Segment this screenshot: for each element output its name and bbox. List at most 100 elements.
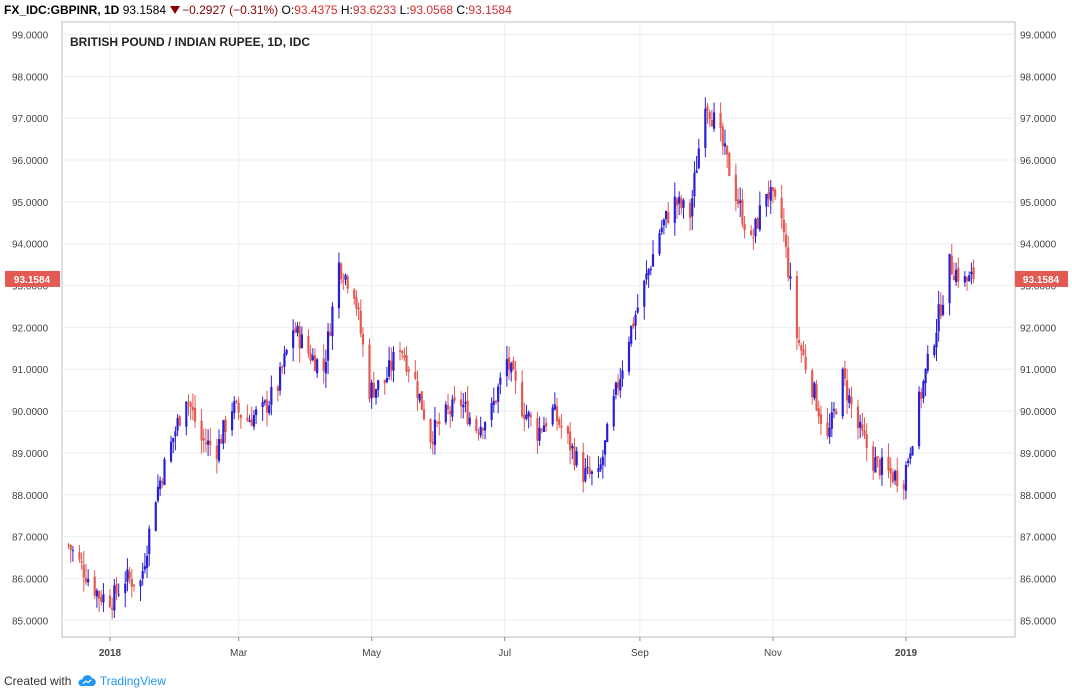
candle-body xyxy=(970,271,973,275)
candle-body xyxy=(235,400,238,402)
candle-body xyxy=(682,200,685,208)
y-tick-left: 94.0000 xyxy=(12,240,49,251)
y-tick-left: 89.0000 xyxy=(12,449,49,460)
candle-body xyxy=(523,414,526,420)
candle-body xyxy=(285,349,288,354)
candle-body xyxy=(169,441,173,462)
open-value: 93.4375 xyxy=(294,3,338,17)
candle-body xyxy=(662,219,665,226)
candle-body xyxy=(719,112,722,129)
candle-body xyxy=(355,297,358,309)
candle-body xyxy=(551,407,554,425)
candle-body xyxy=(433,419,437,446)
candle-body xyxy=(634,314,637,326)
candle-body xyxy=(82,564,85,578)
candle-body xyxy=(521,382,524,417)
candle-body xyxy=(209,440,212,446)
price-change: −0.2927 (−0.31%) xyxy=(182,3,279,17)
candle-body xyxy=(527,412,530,417)
candle-body xyxy=(723,143,727,147)
time-axis[interactable]: 2018 Mar May Jul Sep Nov 2019 xyxy=(99,637,918,659)
candle-body xyxy=(664,211,668,220)
high-label: H: xyxy=(340,3,353,17)
candle-body xyxy=(756,218,759,229)
candle-body xyxy=(540,429,543,431)
candle-body xyxy=(774,189,777,197)
candle-body xyxy=(324,361,327,374)
candle-body xyxy=(494,400,498,403)
candlestick-series xyxy=(67,97,975,620)
candle-body xyxy=(728,153,731,177)
plot-area[interactable] xyxy=(61,21,1016,638)
candle-body xyxy=(538,427,541,441)
candle-body xyxy=(784,234,788,247)
candle-body xyxy=(926,353,929,371)
candle-body xyxy=(294,328,297,333)
candle-body xyxy=(462,404,465,408)
y-tick-left: 96.0000 xyxy=(12,156,49,167)
candle-body xyxy=(307,336,310,354)
candle-body xyxy=(215,445,218,460)
candle-body xyxy=(545,423,548,427)
candle-body xyxy=(575,451,578,466)
candle-body xyxy=(316,359,319,374)
candle-body xyxy=(451,399,454,417)
candle-body xyxy=(828,427,831,438)
candle-body xyxy=(505,359,508,377)
candle-body xyxy=(346,276,349,289)
candle-body xyxy=(126,569,129,582)
y-tick-right: 93.0000 xyxy=(1020,282,1057,293)
candle-body xyxy=(254,409,258,416)
candle-body xyxy=(130,578,133,587)
candle-body xyxy=(390,360,393,371)
tradingview-link[interactable]: TradingView xyxy=(99,674,166,688)
candle-body xyxy=(313,355,317,372)
candle-body xyxy=(252,415,256,427)
low-value: 93.0568 xyxy=(409,3,454,17)
candle-body xyxy=(726,145,729,155)
candle-body xyxy=(965,277,969,282)
candle-body xyxy=(202,437,205,441)
candle-body xyxy=(680,198,683,209)
candle-body xyxy=(571,445,574,449)
candle-body xyxy=(584,468,587,481)
y-tick-right: 92.0000 xyxy=(1020,323,1057,334)
candle-body xyxy=(695,170,698,173)
candle-body xyxy=(268,405,271,414)
candle-body xyxy=(204,442,208,445)
price-chart[interactable]: 99.0000 98.0000 97.0000 96.0000 95.0000 94.00… xyxy=(0,0,1072,672)
candle-body xyxy=(878,459,881,476)
candle-body xyxy=(841,368,844,417)
y-tick-left: 86.0000 xyxy=(12,574,49,585)
candle-body xyxy=(475,419,478,432)
candle-body xyxy=(377,380,380,390)
candle-body xyxy=(795,275,799,338)
candle-body xyxy=(176,418,179,431)
left-price-axis[interactable]: 99.0000 98.0000 97.0000 96.0000 95.0000 94.00… xyxy=(12,31,49,628)
candle-body xyxy=(569,431,572,451)
candle-body xyxy=(856,406,860,429)
candle-body xyxy=(278,366,282,391)
y-tick-right: 87.0000 xyxy=(1020,533,1057,544)
candle-body xyxy=(830,412,833,429)
right-price-axis[interactable]: 99.0000 98.0000 97.0000 96.0000 95.0000 94.00… xyxy=(1020,31,1057,628)
candle-body xyxy=(651,254,655,267)
candle-body xyxy=(311,355,314,361)
candle-body xyxy=(558,419,561,426)
candle-body xyxy=(207,440,210,445)
candle-body xyxy=(922,381,925,399)
candle-body xyxy=(710,119,713,127)
created-with-label: Created with xyxy=(4,674,72,688)
candle-body xyxy=(403,355,406,358)
x-tick-label: Sep xyxy=(631,648,649,659)
candle-body xyxy=(429,419,432,442)
candle-body xyxy=(383,379,386,384)
candle-body xyxy=(128,571,131,579)
candle-body xyxy=(935,332,938,348)
candle-body xyxy=(675,198,679,206)
candle-body xyxy=(817,408,820,417)
candle-body xyxy=(246,417,249,421)
candle-body xyxy=(322,358,325,371)
candle-body xyxy=(490,403,493,420)
candle-body xyxy=(385,378,389,383)
